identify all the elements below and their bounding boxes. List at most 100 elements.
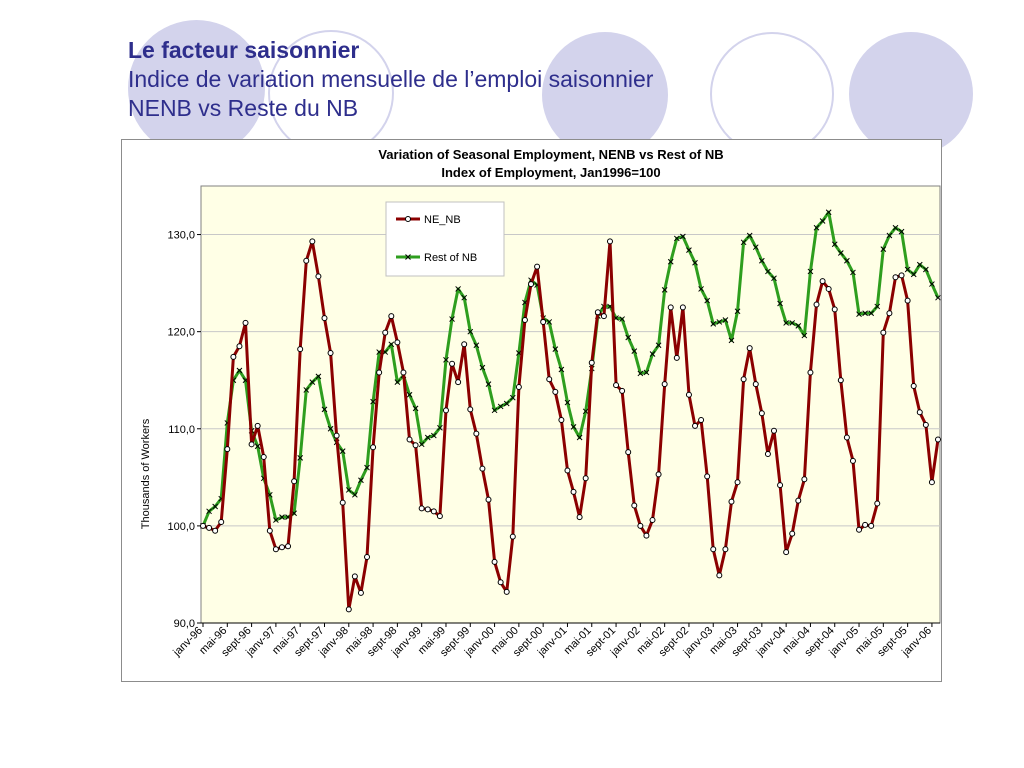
data-point-ne-nb (631, 502, 638, 509)
data-point-ne-nb (491, 558, 498, 565)
slide-title: Le facteur saisonnier Indice de variatio… (128, 36, 653, 123)
data-point-ne-nb (594, 309, 601, 316)
data-point-rest-of-nb (680, 233, 686, 240)
data-point-rest-of-nb (710, 321, 717, 327)
data-point-ne-nb (206, 524, 213, 531)
data-point-rest-of-nb (692, 259, 698, 266)
data-point-rest-of-nb (765, 268, 771, 275)
data-point-ne-nb (357, 589, 364, 596)
data-point-ne-nb (424, 506, 431, 513)
data-point-ne-nb (582, 475, 589, 482)
data-point-rest-of-nb (552, 346, 559, 353)
decorative-circle (849, 32, 973, 156)
data-point-rest-of-nb (831, 241, 838, 248)
data-point-ne-nb (667, 304, 674, 311)
data-point-ne-nb (770, 427, 777, 434)
data-point-ne-nb (497, 579, 504, 586)
data-point-rest-of-nb (315, 373, 322, 380)
data-point-rest-of-nb (916, 261, 923, 268)
data-point-rest-of-nb (910, 271, 917, 278)
data-point-rest-of-nb (655, 342, 662, 349)
data-point-ne-nb (230, 353, 237, 360)
slide-title-main: Le facteur saisonnier (128, 37, 360, 63)
data-point-ne-nb (370, 444, 377, 451)
data-point-ne-nb (704, 473, 711, 480)
data-point-rest-of-nb (856, 311, 862, 318)
data-point-rest-of-nb (424, 434, 431, 441)
data-point-rest-of-nb (807, 268, 814, 275)
data-point-ne-nb (831, 306, 838, 313)
data-point-rest-of-nb (309, 379, 316, 386)
data-point-ne-nb (382, 329, 389, 336)
data-point-ne-nb (333, 432, 340, 439)
series-line-ne-nb (202, 239, 940, 611)
plot-area: 90,0100,0110,0120,0130,0janv-96mai-96sep… (167, 185, 941, 659)
series-line-rest-of-nb (201, 210, 940, 527)
data-point-rest-of-nb (321, 406, 328, 413)
data-point-rest-of-nb (813, 224, 820, 231)
data-point-ne-nb (406, 436, 413, 443)
data-point-ne-nb (266, 527, 273, 534)
data-point-rest-of-nb (418, 441, 425, 448)
data-point-rest-of-nb (935, 294, 941, 301)
y-tick-label: 130,0 (167, 230, 195, 242)
data-point-rest-of-nb (327, 425, 334, 432)
data-point-ne-nb (849, 457, 856, 464)
data-point-rest-of-nb (625, 334, 632, 341)
data-point-ne-nb (928, 479, 935, 486)
data-point-rest-of-nb (364, 464, 370, 471)
data-point-rest-of-nb (898, 228, 905, 235)
data-point-ne-nb (764, 451, 771, 458)
data-point-ne-nb (449, 360, 456, 367)
data-point-ne-nb (698, 417, 705, 424)
data-point-ne-nb (892, 274, 899, 281)
data-point-rest-of-nb (279, 514, 285, 521)
data-point-rest-of-nb (582, 408, 589, 415)
data-point-ne-nb (509, 533, 516, 540)
data-point-rest-of-nb (922, 266, 929, 273)
data-point-rest-of-nb (704, 297, 711, 304)
data-point-ne-nb (825, 285, 832, 292)
legend-marker-ne-nb (405, 216, 411, 222)
data-point-ne-nb (661, 381, 668, 388)
data-point-rest-of-nb (850, 269, 856, 276)
data-point-ne-nb (606, 238, 613, 245)
y-tick-label: 110,0 (168, 424, 195, 436)
data-point-ne-nb (351, 573, 358, 580)
data-point-rest-of-nb (497, 403, 504, 410)
legend-label-ne-nb: NE_NB (424, 214, 461, 226)
data-point-ne-nb (613, 382, 620, 389)
data-point-ne-nb (880, 329, 887, 336)
data-point-ne-nb (291, 478, 298, 485)
slide-subtitle-line2: NENB vs Reste du NB (128, 95, 359, 121)
data-point-rest-of-nb (886, 232, 893, 239)
data-point-ne-nb (752, 381, 759, 388)
data-point-rest-of-nb (443, 356, 449, 363)
data-point-ne-nb (430, 508, 437, 515)
data-point-ne-nb (218, 519, 225, 526)
y-tick-label: 120,0 (167, 327, 195, 339)
data-point-rest-of-nb (771, 275, 777, 282)
data-point-ne-nb (297, 346, 304, 353)
data-point-ne-nb (625, 449, 632, 456)
data-point-ne-nb (364, 553, 371, 560)
data-point-rest-of-nb (358, 477, 364, 484)
data-point-ne-nb (777, 482, 784, 489)
data-point-rest-of-nb (570, 423, 577, 430)
data-point-rest-of-nb (904, 266, 911, 273)
data-point-rest-of-nb (874, 303, 881, 310)
data-point-ne-nb (455, 379, 462, 386)
data-point-ne-nb (935, 436, 941, 443)
data-point-ne-nb (278, 544, 285, 551)
data-point-rest-of-nb (394, 379, 401, 386)
data-point-rest-of-nb (801, 332, 808, 339)
data-point-ne-nb (922, 421, 929, 428)
data-point-ne-nb (710, 546, 717, 553)
data-point-rest-of-nb (473, 342, 480, 349)
data-point-rest-of-nb (643, 369, 650, 376)
data-point-rest-of-nb (892, 224, 899, 231)
data-point-ne-nb (673, 354, 680, 361)
data-point-rest-of-nb (862, 310, 868, 317)
data-point-ne-nb (685, 391, 692, 398)
data-point-rest-of-nb (558, 366, 565, 373)
